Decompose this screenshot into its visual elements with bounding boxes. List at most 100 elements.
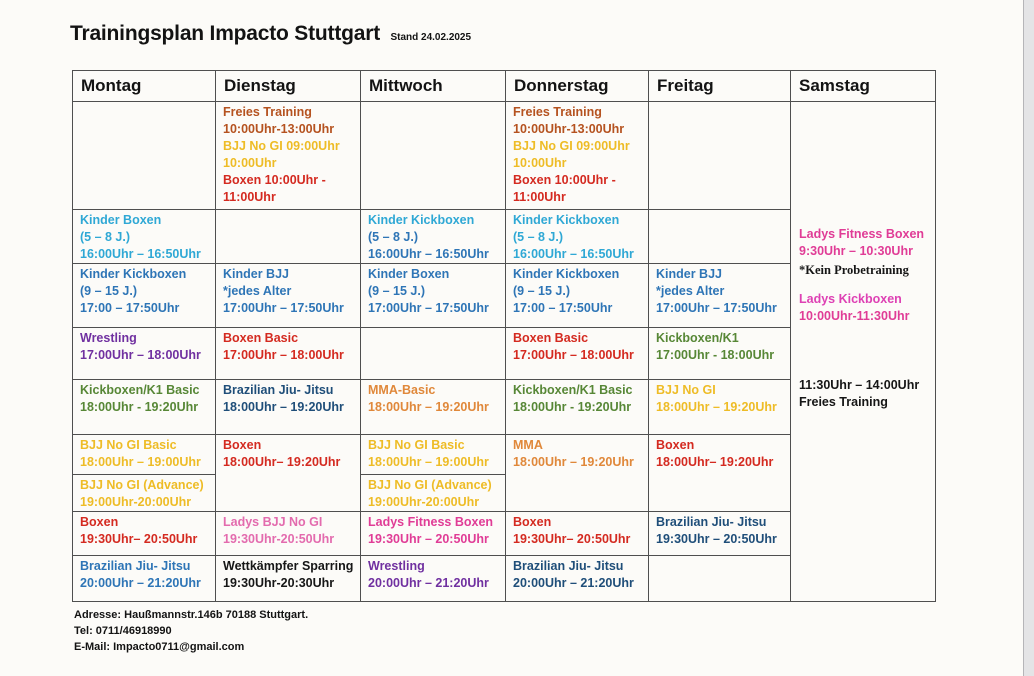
session-line: Brazilian Jiu- Jitsu <box>223 383 334 397</box>
session-line: 18:00Uhr - 19:20Uhr <box>80 400 199 414</box>
schedule-cell-mittwoch <box>360 327 506 380</box>
session-line: BJJ No GI Basic <box>80 438 177 452</box>
photo-edge <box>1023 0 1034 676</box>
session-line: Kinder BJJ <box>223 267 289 281</box>
schedule-row: Kinder Boxen (5 – 8 J.) 16:00Uhr – 16:50Uh… <box>72 209 936 264</box>
schedule-cell-montag: Kinder Boxen (5 – 8 J.) 16:00Uhr – 16:50Uh… <box>72 209 216 264</box>
session-line: 18:00Uhr - 19:20Uhr <box>513 400 632 414</box>
session-line: 16:00Uhr – 16:50Uhr <box>368 247 489 261</box>
schedule-cell-dienstag: Boxen Basic 17:00Uhr – 18:00Uhr <box>215 327 361 380</box>
session-line: BJJ No GI (Advance) <box>361 474 505 494</box>
session-line: BJJ No GI <box>656 383 716 397</box>
schedule-cell-dienstag: Kinder BJJ *jedes Alter 17:00Uhr – 17:50Uh… <box>215 263 361 328</box>
session-line: 17:00Uhr – 18:00Uhr <box>223 348 344 362</box>
session-line: (5 – 8 J.) <box>368 230 419 244</box>
session-line: Kickboxen/K1 <box>656 331 739 345</box>
session-line: 19:30Uhr – 20:50Uhr <box>368 532 489 546</box>
schedule-cell-dienstag: Ladys BJJ No GI 19:30Uhr-20:50Uhr <box>215 511 361 556</box>
session-line: Wrestling <box>368 559 425 573</box>
session-line: 10:00Uhr <box>223 156 277 170</box>
session-line: 18:00Uhr– 19:20Uhr <box>223 455 341 469</box>
session-line: Wettkämpfer Sparring <box>223 559 354 573</box>
session-line: 19:30Uhr – 20:50Uhr <box>656 532 777 546</box>
session-line: Kinder BJJ <box>656 267 722 281</box>
day-header-donnerstag: Donnerstag <box>505 70 649 102</box>
session-line: BJJ No GI Basic <box>368 438 465 452</box>
contact-info: Adresse: Haußmannstr.146b 70188 Stuttgar… <box>74 607 308 655</box>
email-line: E-Mail: Impacto0711@gmail.com <box>74 641 245 653</box>
session-line: Kickboxen/K1 Basic <box>513 383 633 397</box>
schedule-cell-dienstag: Brazilian Jiu- Jitsu 18:00Uhr – 19:20Uhr <box>215 379 361 435</box>
session-line: 17:00Uhr – 18:00Uhr <box>513 348 634 362</box>
session-line: 11:00Uhr <box>513 190 566 204</box>
session-line: Kinder Boxen <box>368 267 450 281</box>
day-header-dienstag: Dienstag <box>215 70 361 102</box>
session-line: MMA <box>513 438 543 452</box>
schedule-cell-donnerstag: Brazilian Jiu- Jitsu 20:00Uhr – 21:20Uhr <box>505 555 649 602</box>
schedule-cell-freitag: Boxen 18:00Uhr– 19:20Uhr <box>648 434 791 512</box>
session-line: 18:00Uhr – 19:20Uhr <box>513 455 634 469</box>
schedule-cell-freitag <box>648 555 791 602</box>
schedule-cell-montag: Kickboxen/K1 Basic 18:00Uhr - 19:20Uhr <box>72 379 216 435</box>
schedule-cell-freitag: Kinder BJJ *jedes Alter 17:00Uhr – 17:50Uh… <box>648 263 791 328</box>
title-row: Trainingsplan Impacto Stuttgart Stand 24… <box>70 22 471 46</box>
revision-date: Stand 24.02.2025 <box>390 32 472 43</box>
session-line: *jedes Alter <box>223 284 292 298</box>
session-line: Boxen 10:00Uhr - <box>513 173 616 187</box>
session-line: Brazilian Jiu- Jitsu <box>80 559 191 573</box>
session-line: 18:00Uhr – 19:20Uhr <box>656 400 777 414</box>
schedule-cell-mittwoch: Kinder Kickboxen (5 – 8 J.) 16:00Uhr – 16:… <box>360 209 506 264</box>
day-header-samstag: Samstag <box>790 70 936 102</box>
schedule-cell-dienstag: Freies Training 10:00Uhr-13:00Uhr BJJ No G… <box>215 101 361 210</box>
schedule-cell-montag: BJJ No GI Basic 18:00Uhr – 19:00Uhr BJJ No… <box>72 434 216 512</box>
schedule-cell-mittwoch: MMA-Basic 18:00Uhr – 19:20Uhr <box>360 379 506 435</box>
schedule-row: BJJ No GI Basic 18:00Uhr – 19:00Uhr BJJ No… <box>72 434 936 512</box>
schedule-cell-montag: Boxen 19:30Uhr– 20:50Uhr <box>72 511 216 556</box>
session-line: Kickboxen/K1 Basic <box>80 383 200 397</box>
schedule-cell-donnerstag: Boxen Basic 17:00Uhr – 18:00Uhr <box>505 327 649 380</box>
session-line: Boxen <box>656 438 695 452</box>
session-line: 19:30Uhr– 20:50Uhr <box>513 532 631 546</box>
schedule-cell-dienstag: Wettkämpfer Sparring 19:30Uhr-20:30Uhr <box>215 555 361 602</box>
schedule-cell-donnerstag: Kinder Kickboxen (5 – 8 J.) 16:00Uhr – 16:… <box>505 209 649 264</box>
session-line: Freies Training <box>513 105 602 119</box>
session-line: 17:00Uhr – 18:00Uhr <box>80 348 201 362</box>
schedule-row: Brazilian Jiu- Jitsu 20:00Uhr – 21:20Uhr W… <box>72 555 936 602</box>
session-line: Boxen <box>223 438 262 452</box>
schedule-cell-freitag: Brazilian Jiu- Jitsu 19:30Uhr – 20:50Uhr <box>648 511 791 556</box>
session-line: Boxen Basic <box>223 331 299 345</box>
session-line: Kinder Kickboxen <box>513 213 620 227</box>
session-line: Boxen <box>513 515 552 529</box>
session-line: Boxen <box>80 515 119 529</box>
session-line: 18:00Uhr – 19:00Uhr <box>368 455 489 469</box>
schedule-cell-donnerstag: Kinder Kickboxen (9 – 15 J.) 17:00 – 17:50… <box>505 263 649 328</box>
schedule-cell-mittwoch: Ladys Fitness Boxen 19:30Uhr – 20:50Uhr <box>360 511 506 556</box>
session-line: (9 – 15 J.) <box>80 284 137 298</box>
page-title: Trainingsplan Impacto Stuttgart <box>70 22 380 45</box>
session-line: MMA-Basic <box>368 383 436 397</box>
session-line: Kinder Kickboxen <box>368 213 475 227</box>
session-line: 19:30Uhr-20:30Uhr <box>223 576 335 590</box>
session-line: Ladys Fitness Boxen <box>799 227 925 241</box>
session-line: 11:30Uhr – 14:00Uhr <box>799 378 920 392</box>
session-line: BJJ No GI 09:00Uhr <box>513 139 630 153</box>
session-line: 19:30Uhr– 20:50Uhr <box>80 532 198 546</box>
session-line: 20:00Uhr – 21:20Uhr <box>368 576 489 590</box>
session-line: 17:00Uhr - 18:00Uhr <box>656 348 775 362</box>
schedule-row: Wrestling 17:00Uhr – 18:00Uhr Boxen Basic 1… <box>72 327 936 380</box>
schedule-cell-freitag: BJJ No GI 18:00Uhr – 19:20Uhr <box>648 379 791 435</box>
phone-line: Tel: 0711/46918990 <box>74 625 172 637</box>
session-line: 17:00 – 17:50Uhr <box>513 301 613 315</box>
session-line: BJJ No GI 09:00Uhr <box>223 139 340 153</box>
session-line: 9:30Uhr – 10:30Uhr <box>799 244 913 258</box>
session-line: Brazilian Jiu- Jitsu <box>656 515 767 529</box>
session-line: Kinder Kickboxen <box>513 267 620 281</box>
session-line: Wrestling <box>80 331 137 345</box>
schedule-cell-donnerstag: Freies Training 10:00Uhr-13:00Uhr BJJ No G… <box>505 101 649 210</box>
session-line: *Kein Probetraining <box>799 263 909 277</box>
session-line: (9 – 15 J.) <box>368 284 425 298</box>
schedule-row: Kinder Kickboxen (9 – 15 J.) 17:00 – 17:50… <box>72 263 936 328</box>
session-line: 18:00Uhr – 19:00Uhr <box>80 455 201 469</box>
session-line: (5 – 8 J.) <box>80 230 131 244</box>
schedule-cell-samstag: Ladys Fitness Boxen 9:30Uhr – 10:30Uhr *Ke… <box>790 101 936 602</box>
